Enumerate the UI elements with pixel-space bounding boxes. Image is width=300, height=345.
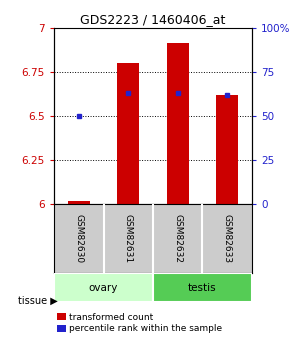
Bar — [167, 43, 189, 204]
Bar — [153, 273, 252, 302]
Text: tissue ▶: tissue ▶ — [18, 295, 58, 305]
Text: GSM82632: GSM82632 — [173, 214, 182, 263]
Bar — [68, 201, 90, 204]
Legend: transformed count, percentile rank within the sample: transformed count, percentile rank withi… — [56, 313, 222, 333]
Bar — [54, 273, 153, 302]
Text: ovary: ovary — [89, 283, 118, 293]
Text: GSM82633: GSM82633 — [223, 214, 232, 263]
Bar — [216, 95, 239, 204]
Text: GSM82630: GSM82630 — [74, 214, 83, 263]
Text: GSM82631: GSM82631 — [124, 214, 133, 263]
Text: testis: testis — [188, 283, 217, 293]
Bar — [117, 63, 140, 204]
Title: GDS2223 / 1460406_at: GDS2223 / 1460406_at — [80, 13, 226, 27]
